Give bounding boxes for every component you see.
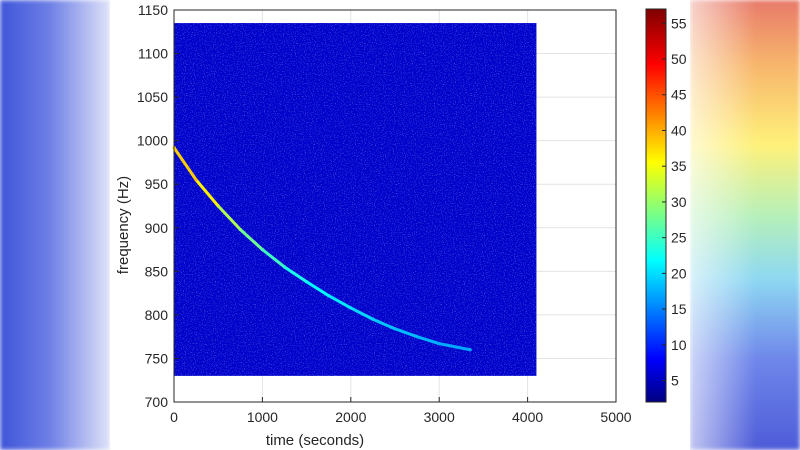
signal-track-point: [238, 227, 242, 232]
y-tick-label: 900: [145, 220, 169, 236]
x-axis: 0 1000 2000 3000 4000 5000: [170, 397, 632, 425]
data-layer: [172, 23, 537, 376]
y-axis: 700 750 800 850 900 950 1000 1050 1100 1150: [137, 2, 179, 410]
signal-track-segment: [327, 294, 353, 310]
spectrogram-chart: 0 1000 2000 3000 4000 5000 700 750 800 850 900 950…: [115, 2, 687, 449]
signal-track-point: [194, 178, 198, 182]
signal-track-point: [393, 327, 397, 331]
x-tick-label: 2000: [335, 409, 366, 425]
plot-border: [173, 9, 617, 403]
blurred-left-panel: [0, 0, 110, 450]
colorbar: 5 10 15 20 25 30 35 40 45 50 55: [645, 8, 687, 403]
signal-track-segment: [393, 327, 419, 339]
x-tick-label: 5000: [600, 409, 631, 425]
signal-track-segment: [437, 342, 472, 352]
x-axis-label: time (seconds): [266, 432, 364, 449]
y-tick-label: 700: [145, 394, 169, 410]
signal-track-point: [349, 306, 353, 310]
colorbar-tick-label: 55: [671, 15, 687, 31]
signal-track-segment: [238, 228, 264, 252]
colorbar-tick-label: 20: [671, 265, 687, 281]
colorbar-tick-label: 40: [671, 122, 687, 138]
colorbar-ticks: 5 10 15 20 25 30 35 40 45 50 55: [662, 15, 687, 389]
colorbar-tick-label: 15: [671, 301, 687, 317]
x-tick-label: 4000: [512, 409, 543, 425]
y-tick-label: 850: [145, 263, 169, 279]
signal-track-segment: [260, 248, 286, 269]
signal-track-point: [437, 342, 441, 346]
y-tick-label: 750: [145, 350, 169, 366]
signal-track-segment: [349, 306, 375, 321]
signal-track-segment: [415, 335, 441, 346]
signal-track-segment: [194, 178, 220, 208]
signal-track-segment: [172, 146, 198, 182]
signal-track-point: [327, 294, 331, 298]
colorbar-tick-label: 5: [671, 373, 679, 389]
colorbar-tick-label: 45: [671, 87, 687, 103]
spectrogram-figure: 0 1000 2000 3000 4000 5000 700 750 800 850 900 950…: [110, 0, 690, 450]
signal-track-point: [216, 204, 220, 208]
signal-track-point: [468, 348, 472, 352]
y-tick-label: 800: [145, 307, 169, 323]
signal-track-segment: [216, 204, 242, 232]
signal-track-point: [305, 280, 309, 284]
y-tick-label: 1150: [138, 2, 168, 18]
colorbar-tick-label: 10: [671, 337, 687, 353]
colorbar-tick-label: 50: [671, 51, 687, 67]
x-tick-label: 1000: [247, 409, 278, 425]
heatmap-noise: [174, 23, 537, 376]
x-tick-label: 3000: [424, 409, 455, 425]
signal-track-point: [260, 247, 264, 252]
signal-track-point: [371, 317, 375, 321]
y-tick-label: 1000: [137, 133, 168, 149]
colorbar-tick-label: 25: [671, 230, 687, 246]
colorbar-tick-label: 30: [671, 194, 687, 210]
x-tick-label: 0: [170, 409, 178, 425]
signal-track-segment: [305, 280, 331, 298]
signal-track-point: [282, 265, 287, 269]
colorbar-tick-label: 35: [671, 158, 687, 174]
y-tick-label: 1050: [137, 89, 168, 105]
blurred-right-panel: [690, 0, 800, 450]
signal-track-segment: [371, 317, 397, 331]
signal-track-point: [415, 335, 419, 339]
y-tick-label: 950: [145, 176, 169, 192]
colorbar-gradient: [645, 8, 667, 403]
y-tick-label: 1100: [138, 46, 168, 62]
y-axis-label: frequency (Hz): [115, 176, 132, 274]
signal-track-segment: [283, 265, 309, 284]
